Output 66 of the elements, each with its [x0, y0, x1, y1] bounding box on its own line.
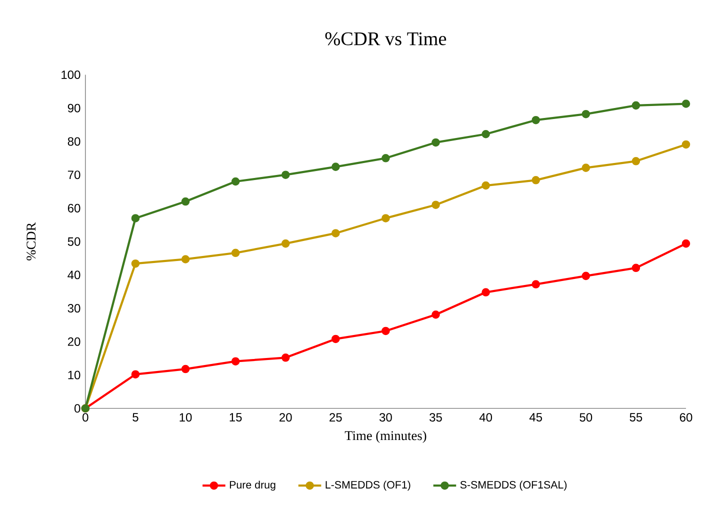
point	[682, 100, 690, 108]
chart-title: %CDR vs Time	[325, 32, 446, 46]
y-tick-label: 20	[68, 337, 80, 346]
legend-label: Pure drug	[230, 480, 276, 491]
point	[532, 280, 540, 288]
y-tick-label: 100	[62, 70, 80, 80]
x-tick-label: 30	[379, 413, 392, 422]
point	[632, 101, 640, 110]
y-tick-label: 0	[74, 404, 80, 413]
x-tick-label: 55	[630, 413, 642, 422]
point	[532, 116, 540, 124]
point	[482, 130, 490, 138]
point	[231, 248, 240, 258]
x-tick-label: 0	[82, 413, 88, 422]
y-tick-label: 40	[68, 270, 80, 280]
legend-label: L-SMEDDS (OF1)	[326, 480, 410, 491]
x-tick-label: 5	[132, 413, 138, 422]
point	[382, 214, 390, 222]
y-tick-label: 80	[68, 137, 80, 146]
y-axis-title: %CDR	[26, 222, 36, 260]
point	[231, 177, 240, 186]
point	[482, 288, 490, 296]
point	[131, 370, 140, 379]
x-tick-label: 35	[430, 413, 442, 422]
x-axis-title: Time (minutes)	[344, 430, 426, 443]
point	[632, 157, 640, 166]
point	[281, 240, 290, 248]
x-tick-label: 20	[280, 413, 292, 422]
y-tick-label: 50	[68, 237, 80, 246]
y-tick-label: 60	[68, 204, 80, 213]
point	[281, 354, 290, 362]
point	[582, 110, 590, 118]
point	[632, 264, 640, 272]
point	[382, 326, 390, 336]
x-tick-label: 50	[580, 413, 592, 422]
point	[231, 357, 240, 366]
point	[432, 138, 440, 147]
x-tick-label: 60	[680, 413, 692, 422]
point	[532, 176, 540, 184]
point	[181, 364, 190, 374]
y-tick-label: 70	[68, 170, 80, 180]
legend-label: S-SMEDDS (OF1SAL)	[460, 480, 567, 491]
point	[181, 197, 190, 206]
x-tick-label: 25	[330, 413, 342, 422]
point	[582, 272, 590, 280]
point	[281, 170, 290, 180]
point	[382, 154, 390, 162]
x-tick-label: 40	[479, 413, 492, 422]
point	[682, 240, 690, 248]
y-tick-label: 30	[68, 304, 80, 313]
y-tick-label: 90	[68, 104, 80, 112]
point	[181, 255, 190, 264]
point	[131, 260, 140, 268]
point	[682, 140, 690, 149]
point	[332, 162, 340, 172]
point	[131, 214, 140, 222]
point	[482, 181, 490, 190]
point	[582, 164, 590, 172]
point	[432, 310, 440, 319]
x-tick-label: 45	[529, 413, 542, 422]
point	[432, 200, 440, 210]
x-tick-label: 10	[180, 413, 192, 422]
point	[332, 229, 340, 238]
x-tick-label: 15	[230, 413, 242, 422]
y-tick-label: 10	[68, 370, 80, 380]
point	[332, 334, 340, 344]
